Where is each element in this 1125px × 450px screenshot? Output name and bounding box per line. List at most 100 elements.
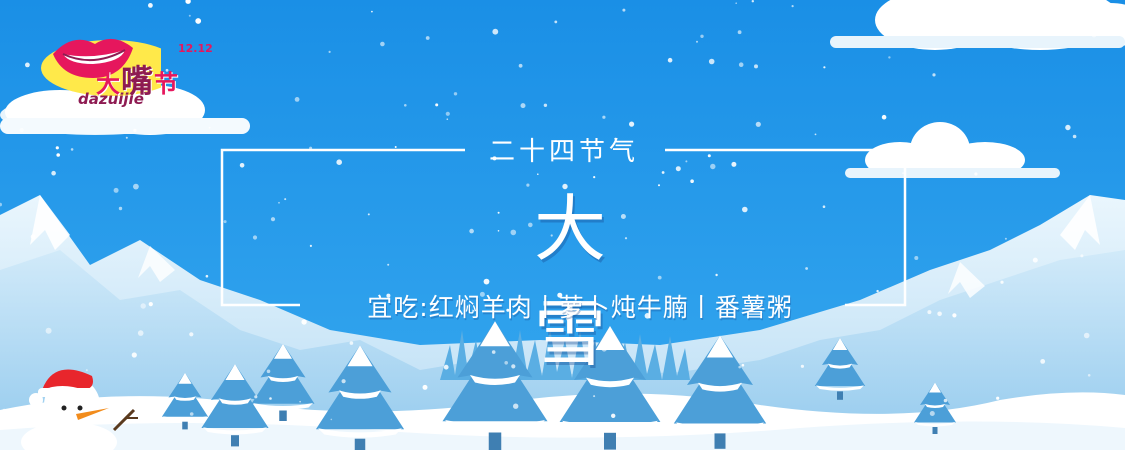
snowflake <box>805 267 808 270</box>
snowman-icon <box>21 369 138 450</box>
pine-tree-icon <box>559 326 661 450</box>
snowflake <box>491 350 496 354</box>
snowflake <box>526 183 530 187</box>
snowflake <box>814 133 817 136</box>
snowflake <box>1072 134 1077 139</box>
snowflake <box>51 170 56 176</box>
snowflake <box>708 58 715 65</box>
snowflake <box>266 369 271 374</box>
snowflake <box>622 8 626 12</box>
snowflake <box>188 14 191 17</box>
snowflake <box>328 50 331 54</box>
snowflake <box>394 146 397 148</box>
snowflake <box>737 30 742 35</box>
snowflake <box>738 62 744 67</box>
snowflake <box>602 115 606 119</box>
snowflake <box>943 398 948 403</box>
snowflake <box>738 365 741 369</box>
snowflake <box>707 154 711 158</box>
pine-tree-icon <box>442 321 548 450</box>
snowflake <box>1080 254 1084 258</box>
snowflake <box>974 172 978 176</box>
snowflake <box>506 308 510 312</box>
snowflake <box>927 310 932 315</box>
snowflake <box>791 5 794 8</box>
snowflake <box>1000 280 1004 284</box>
pine-tree-icon <box>251 343 315 421</box>
snowflake <box>309 146 313 150</box>
snowflake <box>1040 359 1046 364</box>
snowflake <box>492 156 497 161</box>
snowflake <box>881 114 887 120</box>
snowflake <box>566 316 571 321</box>
snowflake <box>520 103 526 109</box>
snowflake <box>125 136 128 139</box>
snowflake <box>148 3 153 8</box>
snowflake <box>667 57 673 63</box>
snowflake <box>543 103 548 108</box>
snowflake <box>888 56 891 59</box>
snowflake <box>644 313 651 319</box>
snowflake <box>996 396 1000 400</box>
snowflake <box>278 201 280 204</box>
snowflake <box>309 244 312 247</box>
snowflake <box>30 234 36 240</box>
solar-term-subtitle: 二十四节气 <box>488 137 639 167</box>
snowflake <box>269 397 272 400</box>
snowflake <box>710 163 716 170</box>
snowflake <box>554 20 558 24</box>
snowflake <box>932 73 936 77</box>
lips-icon <box>41 38 161 96</box>
snowflake <box>620 214 626 219</box>
snowflake <box>446 118 449 120</box>
diet-recommendation: 宜吃:红焖羊肉丨萝卜炖牛腩丨番薯粥 <box>367 293 793 322</box>
snowflake <box>469 228 474 234</box>
snowflake <box>937 311 942 317</box>
pine-tree-icon <box>161 372 209 430</box>
snowflake <box>19 127 24 133</box>
brand-latin: dazuijie <box>78 90 144 108</box>
snowflake <box>696 40 698 43</box>
snowflake <box>690 179 694 183</box>
snowflake <box>133 128 137 133</box>
snowflake <box>593 395 596 398</box>
snowflake <box>252 235 258 240</box>
snowflake <box>735 2 737 4</box>
cloud-icon <box>0 85 250 135</box>
snowflake <box>25 62 30 68</box>
snowflake <box>550 234 553 237</box>
snowflake-icon <box>0 0 1102 420</box>
snowflake <box>751 0 754 3</box>
snowflake <box>205 274 209 278</box>
snowflake <box>45 327 52 334</box>
snowflake <box>902 172 904 175</box>
snowflake <box>1067 0 1071 3</box>
snowflake <box>131 352 137 358</box>
snowflake <box>330 418 333 421</box>
brand-logo: 12.12 大嘴节 dazuijie <box>28 24 228 114</box>
snowflake <box>284 198 287 201</box>
snowflake <box>513 403 519 409</box>
snowflake <box>479 291 485 297</box>
pine-tree-icon <box>201 364 269 447</box>
snowflake <box>341 379 346 384</box>
snowflake <box>1032 257 1038 263</box>
snowflake <box>435 103 439 107</box>
snowflake <box>876 289 879 293</box>
cloud-icon <box>830 0 1125 50</box>
snowflake <box>510 229 517 236</box>
snowflake <box>661 171 665 174</box>
snowflake <box>140 303 146 309</box>
snowflake <box>443 364 449 370</box>
snowflake <box>404 104 407 107</box>
snowflake <box>294 97 300 102</box>
snowflake <box>380 41 385 47</box>
snowflake <box>270 217 276 222</box>
snowflake <box>483 278 490 285</box>
snowflake <box>742 206 748 213</box>
brand-name: 大嘴节 <box>96 56 179 102</box>
snowflake <box>1083 332 1090 339</box>
snowflake <box>528 222 533 228</box>
snowflake <box>629 121 635 127</box>
